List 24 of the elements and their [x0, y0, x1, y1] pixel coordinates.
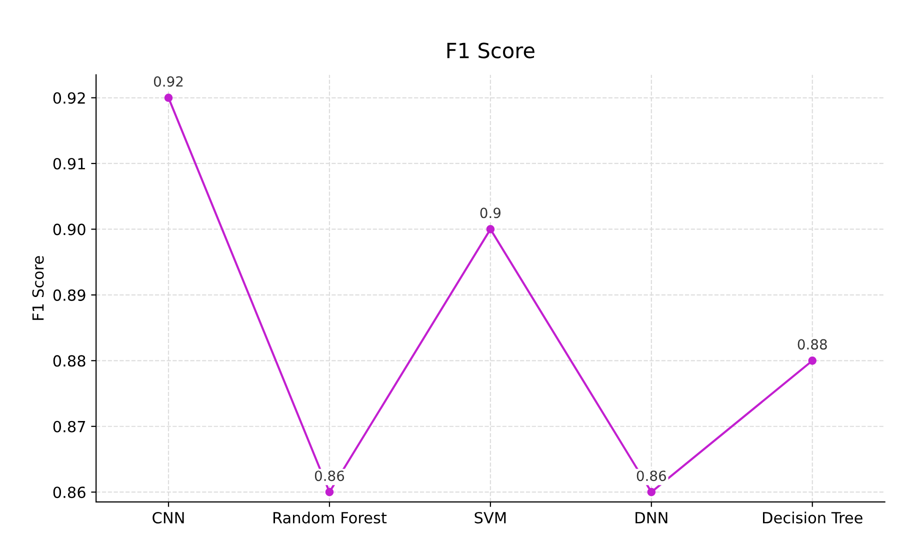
data-label: 0.86 — [314, 470, 344, 482]
point — [808, 356, 817, 365]
data-label: 0.86 — [636, 470, 666, 482]
y-tick-label: 0.91 — [53, 158, 85, 170]
y-tick-label: 0.92 — [53, 92, 85, 104]
y-tick-label: 0.89 — [53, 289, 86, 301]
y-tick-label: 0.88 — [53, 355, 86, 367]
x-tick-label: Random Forest — [273, 512, 387, 524]
x-tick-label: CNN — [152, 512, 184, 524]
point — [164, 94, 173, 102]
y-tick-label: 0.90 — [53, 224, 86, 236]
x-tick-label: Decision Tree — [763, 512, 862, 524]
point — [486, 225, 495, 234]
y-axis-title: F1 Score — [32, 256, 44, 320]
chart-title: F1 Score — [447, 42, 534, 58]
y-tick-label: 0.86 — [53, 486, 86, 498]
data-label: 0.92 — [154, 76, 183, 87]
point — [325, 488, 334, 496]
y-tick-label: 0.87 — [53, 420, 86, 432]
data-label: 0.9 — [480, 208, 501, 218]
point — [647, 488, 656, 496]
x-tick-label: SVM — [474, 512, 506, 524]
x-tick-label: DNN — [636, 512, 668, 524]
data-label: 0.88 — [798, 339, 827, 350]
